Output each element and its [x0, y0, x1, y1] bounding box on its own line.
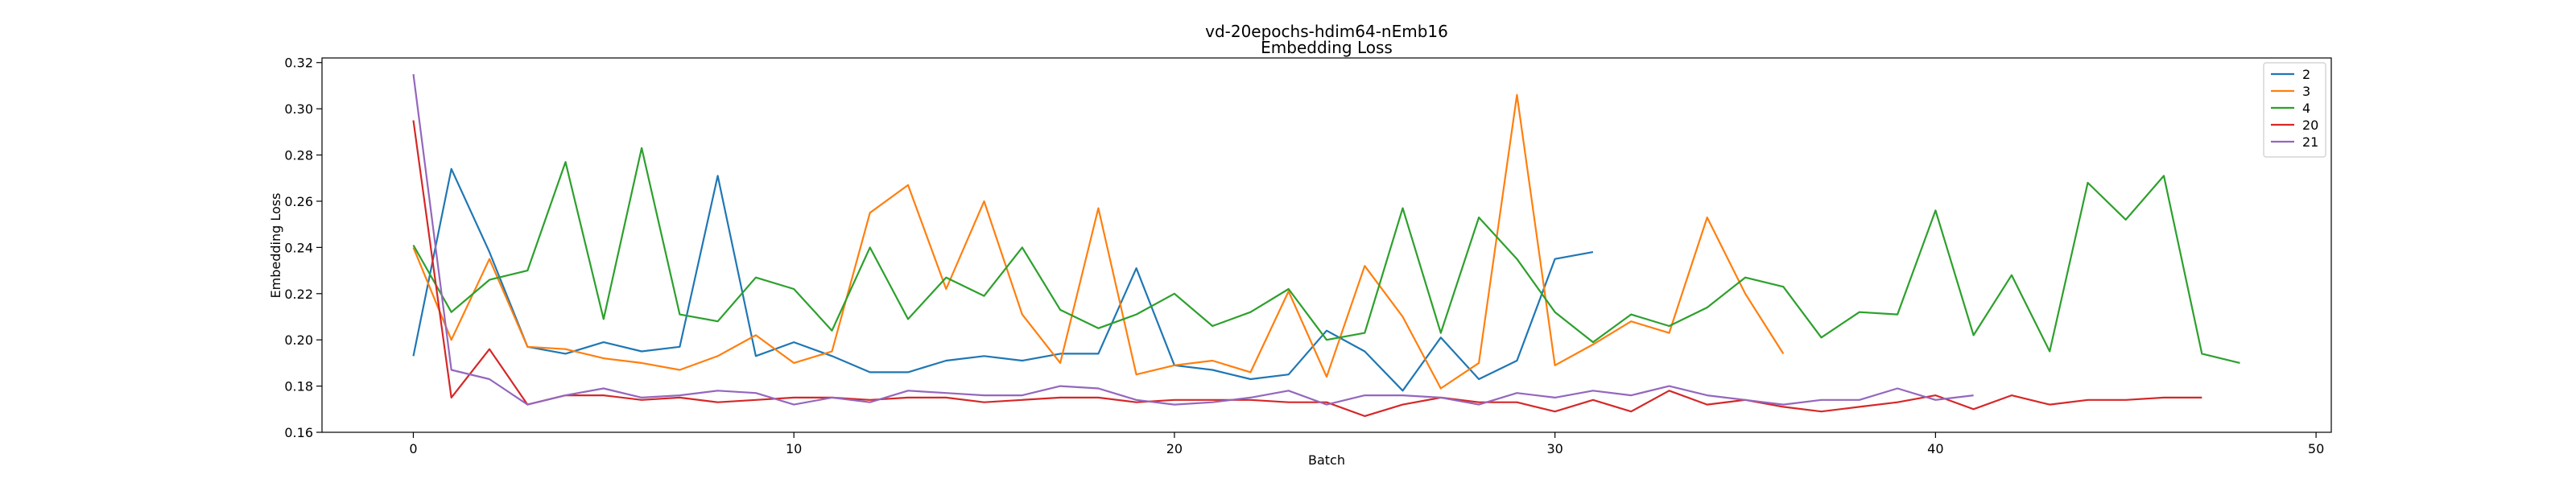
- legend-label-4: 4: [2302, 101, 2310, 116]
- x-tick-label: 10: [786, 441, 802, 456]
- x-tick-label: 40: [1927, 441, 1943, 456]
- y-tick-label: 0.32: [284, 56, 313, 71]
- series-line-20: [412, 120, 2202, 418]
- x-tick-label: 20: [1166, 441, 1183, 456]
- chart-title: vd-20epochs-hdim64-nEmb16: [1205, 22, 1448, 41]
- series-line-2: [412, 167, 1594, 392]
- legend-label-3: 3: [2302, 84, 2310, 99]
- x-axis: 0 10 20 30 40 50: [409, 432, 2324, 456]
- x-tick-label: 50: [2308, 441, 2324, 456]
- y-axis-label: Embedding Loss: [268, 193, 283, 299]
- chart-subtitle: Embedding Loss: [1261, 38, 1393, 57]
- y-tick-label: 0.28: [284, 148, 313, 163]
- y-tick-label: 0.22: [284, 287, 313, 302]
- x-tick-label: 30: [1546, 441, 1563, 456]
- series-line-4: [412, 147, 2240, 364]
- legend-box: [2263, 62, 2326, 158]
- legend-label-2: 2: [2302, 67, 2310, 82]
- series-line-21: [412, 73, 1974, 406]
- x-axis-label: Batch: [1308, 452, 1345, 468]
- plot-frame: [321, 57, 2332, 433]
- legend-label-20: 20: [2302, 118, 2318, 133]
- y-tick-label: 0.24: [284, 240, 313, 255]
- legend-label-21: 21: [2302, 134, 2318, 150]
- y-tick-label: 0.18: [284, 379, 313, 394]
- y-axis: 0.16 0.18 0.20 0.22 0.24 0.26 0.28 0.30 0.32: [284, 56, 322, 440]
- series-line-3: [412, 93, 1785, 390]
- series-layer: [412, 73, 2240, 418]
- x-tick-label: 0: [409, 441, 417, 456]
- y-tick-label: 0.26: [284, 194, 313, 209]
- y-tick-label: 0.16: [284, 425, 313, 440]
- y-tick-label: 0.30: [284, 101, 313, 117]
- y-tick-label: 0.20: [284, 332, 313, 348]
